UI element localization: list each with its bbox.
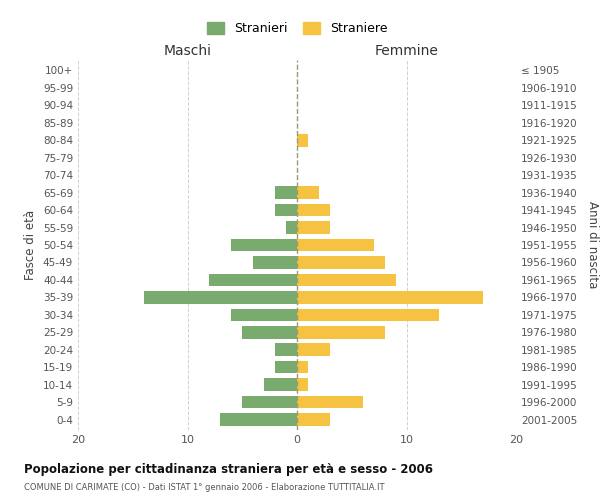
Legend: Stranieri, Straniere: Stranieri, Straniere <box>206 22 388 35</box>
Y-axis label: Anni di nascita: Anni di nascita <box>586 202 599 288</box>
Text: Popolazione per cittadinanza straniera per età e sesso - 2006: Popolazione per cittadinanza straniera p… <box>24 462 433 475</box>
Bar <box>286 222 297 234</box>
Bar <box>297 413 330 426</box>
Bar <box>297 186 319 199</box>
Bar <box>297 361 308 374</box>
Bar <box>275 361 297 374</box>
Bar <box>297 204 330 216</box>
Bar <box>144 291 297 304</box>
Bar <box>297 222 330 234</box>
Bar <box>297 274 395 286</box>
Bar <box>275 186 297 199</box>
Bar <box>297 238 374 252</box>
Bar <box>297 326 385 338</box>
Bar <box>232 308 297 321</box>
Bar <box>232 238 297 252</box>
Bar <box>297 378 308 391</box>
Bar <box>297 256 385 268</box>
Bar <box>297 134 308 146</box>
Bar <box>220 413 297 426</box>
Bar <box>297 396 362 408</box>
Text: Femmine: Femmine <box>374 44 439 59</box>
Bar <box>297 308 439 321</box>
Text: Maschi: Maschi <box>163 44 212 59</box>
Bar <box>264 378 297 391</box>
Bar <box>297 344 330 356</box>
Y-axis label: Fasce di età: Fasce di età <box>25 210 37 280</box>
Text: COMUNE DI CARIMATE (CO) - Dati ISTAT 1° gennaio 2006 - Elaborazione TUTTITALIA.I: COMUNE DI CARIMATE (CO) - Dati ISTAT 1° … <box>24 484 385 492</box>
Bar <box>275 204 297 216</box>
Bar <box>297 291 483 304</box>
Bar <box>275 344 297 356</box>
Bar <box>253 256 297 268</box>
Bar <box>242 326 297 338</box>
Bar <box>209 274 297 286</box>
Bar <box>242 396 297 408</box>
